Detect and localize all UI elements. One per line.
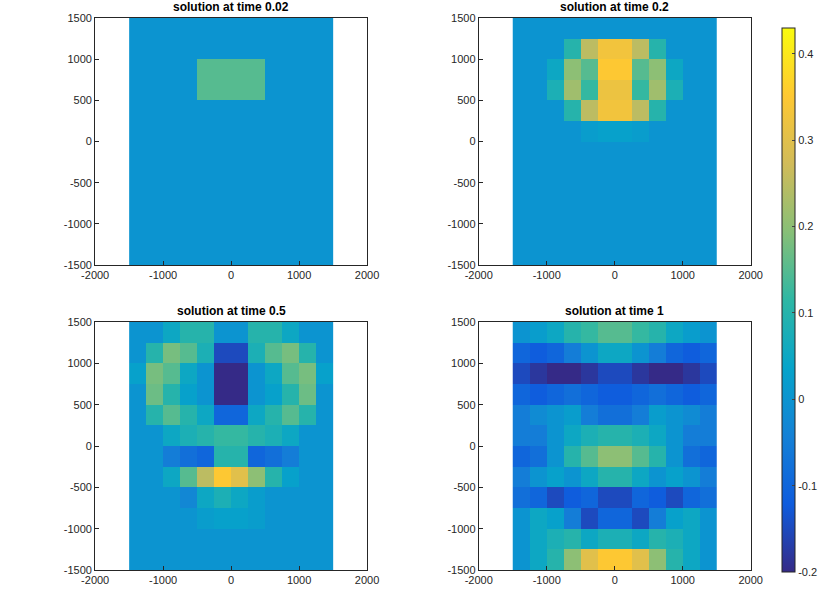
svg-text:-2000: -2000 bbox=[465, 269, 493, 281]
svg-text:0: 0 bbox=[469, 135, 475, 147]
svg-text:0: 0 bbox=[86, 440, 92, 452]
svg-text:0: 0 bbox=[228, 269, 234, 281]
svg-text:2000: 2000 bbox=[355, 269, 379, 281]
svg-text:solution at time 0.5: solution at time 0.5 bbox=[177, 304, 286, 318]
svg-text:-1500: -1500 bbox=[447, 564, 475, 576]
svg-text:0: 0 bbox=[86, 135, 92, 147]
svg-text:0: 0 bbox=[612, 269, 618, 281]
svg-text:2000: 2000 bbox=[355, 574, 379, 586]
svg-text:0.1: 0.1 bbox=[798, 307, 813, 319]
svg-text:0: 0 bbox=[798, 393, 804, 405]
svg-text:1500: 1500 bbox=[67, 12, 91, 24]
svg-text:1000: 1000 bbox=[670, 574, 694, 586]
svg-text:-1000: -1000 bbox=[64, 523, 92, 535]
svg-text:0: 0 bbox=[612, 574, 618, 586]
svg-text:0.3: 0.3 bbox=[798, 134, 813, 146]
svg-text:500: 500 bbox=[457, 94, 475, 106]
svg-text:1500: 1500 bbox=[67, 316, 91, 328]
svg-text:-500: -500 bbox=[454, 177, 476, 189]
svg-text:-2000: -2000 bbox=[81, 269, 109, 281]
svg-text:-0.1: -0.1 bbox=[798, 480, 817, 492]
svg-text:1000: 1000 bbox=[670, 269, 694, 281]
svg-text:500: 500 bbox=[74, 399, 92, 411]
svg-text:2000: 2000 bbox=[738, 269, 762, 281]
svg-text:-500: -500 bbox=[70, 481, 92, 493]
svg-text:1000: 1000 bbox=[67, 357, 91, 369]
svg-text:-2000: -2000 bbox=[465, 574, 493, 586]
svg-text:1500: 1500 bbox=[451, 316, 475, 328]
svg-text:1000: 1000 bbox=[451, 357, 475, 369]
svg-text:-1000: -1000 bbox=[447, 523, 475, 535]
svg-text:-0.2: -0.2 bbox=[798, 566, 817, 578]
svg-text:-2000: -2000 bbox=[81, 574, 109, 586]
svg-text:500: 500 bbox=[74, 94, 92, 106]
svg-text:-1500: -1500 bbox=[64, 564, 92, 576]
svg-text:2000: 2000 bbox=[738, 574, 762, 586]
svg-text:-500: -500 bbox=[454, 481, 476, 493]
svg-text:1000: 1000 bbox=[67, 53, 91, 65]
svg-text:500: 500 bbox=[457, 399, 475, 411]
svg-text:1000: 1000 bbox=[287, 574, 311, 586]
svg-text:0: 0 bbox=[469, 440, 475, 452]
svg-text:0.4: 0.4 bbox=[798, 48, 813, 60]
svg-text:solution at time 1: solution at time 1 bbox=[565, 304, 664, 318]
svg-text:1000: 1000 bbox=[287, 269, 311, 281]
svg-text:1000: 1000 bbox=[451, 53, 475, 65]
svg-text:-1000: -1000 bbox=[64, 218, 92, 230]
svg-text:solution at time 0.2: solution at time 0.2 bbox=[560, 0, 669, 14]
svg-text:0.2: 0.2 bbox=[798, 220, 813, 232]
svg-text:0: 0 bbox=[228, 574, 234, 586]
svg-text:-1000: -1000 bbox=[533, 269, 561, 281]
svg-text:-1000: -1000 bbox=[533, 574, 561, 586]
svg-text:-1500: -1500 bbox=[447, 259, 475, 271]
svg-text:-1500: -1500 bbox=[64, 259, 92, 271]
svg-text:-500: -500 bbox=[70, 177, 92, 189]
svg-text:-1000: -1000 bbox=[447, 218, 475, 230]
svg-text:-1000: -1000 bbox=[149, 269, 177, 281]
svg-text:-1000: -1000 bbox=[149, 574, 177, 586]
svg-text:1500: 1500 bbox=[451, 12, 475, 24]
svg-text:solution at time 0.02: solution at time 0.02 bbox=[173, 0, 289, 14]
